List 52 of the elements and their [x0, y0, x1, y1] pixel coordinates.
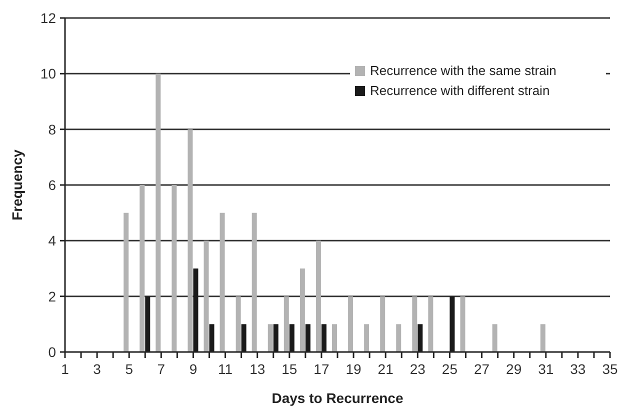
y-tick-label: 0 [48, 344, 56, 360]
bar [268, 324, 273, 352]
bar [396, 324, 402, 352]
legend-label: Recurrence with different strain [370, 83, 550, 98]
x-tick-label: 9 [189, 361, 198, 377]
x-axis-title: Days to Recurrence [272, 390, 404, 406]
y-tick-label: 10 [40, 66, 56, 82]
x-tick-label: 25 [442, 361, 458, 377]
y-tick-label: 4 [48, 232, 56, 249]
y-tick-label: 12 [40, 10, 56, 26]
y-tick-label: 2 [48, 288, 56, 304]
bar [412, 296, 418, 352]
bar [140, 185, 145, 352]
x-tick-label: 19 [346, 361, 362, 377]
bar [188, 129, 193, 352]
x-tick-label: 1 [61, 361, 70, 377]
x-tick-label: 11 [218, 361, 233, 377]
y-axis-title: Frequency [9, 149, 25, 220]
legend-label: Recurrence with the same strain [370, 63, 556, 78]
bar [236, 296, 241, 352]
x-tick-label: 7 [157, 361, 166, 377]
x-tick-label: 23 [410, 361, 426, 377]
bar [492, 324, 498, 352]
bar [460, 296, 466, 352]
bar [172, 185, 177, 352]
x-tick-label: 33 [570, 361, 586, 377]
bar [380, 296, 386, 352]
bar [300, 268, 305, 352]
x-tick-label: 21 [378, 361, 394, 377]
bar [204, 240, 209, 352]
bar [428, 296, 434, 352]
x-tick-label: 13 [250, 361, 266, 377]
bar [220, 212, 225, 352]
bar [332, 324, 337, 352]
bar [364, 324, 370, 352]
bar [540, 324, 546, 352]
x-tick-label: 31 [538, 361, 554, 377]
y-tick-label: 8 [48, 121, 56, 138]
bar [252, 212, 257, 352]
bar [284, 296, 289, 352]
x-tick-label: 27 [474, 361, 490, 377]
x-tick-label: 29 [506, 361, 522, 377]
x-tick-label: 17 [314, 361, 330, 377]
bar [316, 240, 321, 352]
bar [348, 296, 354, 352]
y-tick-label: 6 [48, 177, 56, 193]
x-tick-label: 35 [602, 361, 618, 377]
x-tick-label: 15 [282, 361, 298, 377]
x-tick-label: 5 [125, 361, 134, 377]
bar [156, 74, 161, 352]
bar [124, 212, 129, 352]
x-tick-label: 3 [93, 361, 102, 377]
